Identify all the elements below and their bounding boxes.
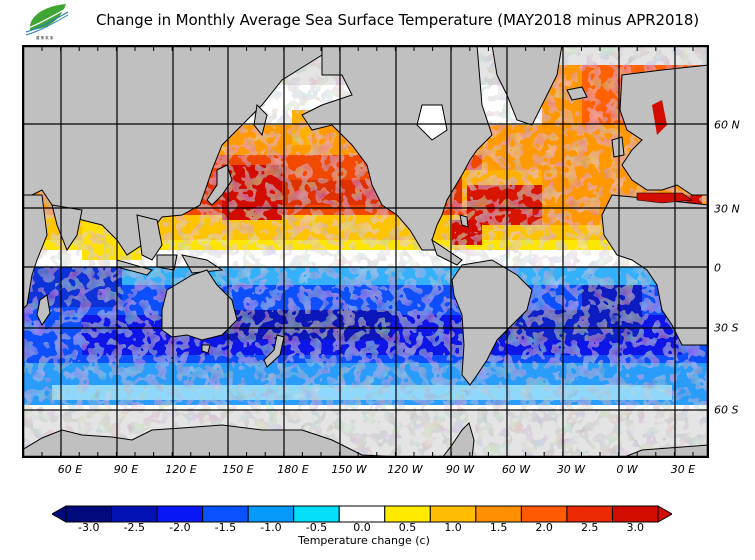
colorbar-swatch bbox=[338, 505, 386, 523]
colorbar-over-arrow bbox=[657, 505, 672, 523]
landmass-australia bbox=[161, 269, 238, 341]
colorbar-tick-label: -0.5 bbox=[305, 521, 328, 534]
leaf-logo-icon: 農 業 氣 象 bbox=[25, 4, 69, 40]
lon-label: 120 E bbox=[165, 463, 197, 476]
graticule bbox=[22, 45, 709, 458]
lon-label: 30 W bbox=[556, 463, 586, 476]
lat-label: 30 N bbox=[714, 202, 740, 216]
colorbar-title: Temperature change (c) bbox=[298, 534, 430, 547]
colorbar-under-arrow bbox=[52, 505, 67, 523]
colorbar-tick-label: 0.5 bbox=[398, 521, 417, 534]
lat-label: 30 S bbox=[714, 321, 739, 335]
landmass-india bbox=[51, 204, 83, 252]
landmass-madagascar bbox=[36, 294, 51, 326]
land bbox=[22, 45, 709, 458]
colorbar-tick-label: 1.0 bbox=[444, 521, 462, 534]
landmass-africa bbox=[601, 194, 709, 346]
colorbar-swatch bbox=[611, 505, 659, 523]
colorbar-tick-label: -3.0 bbox=[78, 521, 100, 534]
colorbar-swatch bbox=[475, 505, 522, 523]
landmass-greenland bbox=[491, 45, 563, 126]
colorbar-swatch bbox=[65, 505, 113, 523]
lon-label: 180 E bbox=[277, 463, 309, 476]
colorbar-tick-label: -2.5 bbox=[123, 521, 146, 534]
colorbar-tick-label: 0.0 bbox=[353, 521, 371, 534]
colorbar-swatch bbox=[247, 505, 295, 523]
colorbar-tick-label: 2.0 bbox=[535, 521, 553, 534]
lat-label: 60 S bbox=[714, 403, 739, 417]
lon-label: 60 E bbox=[57, 463, 83, 476]
lon-label: 0 W bbox=[616, 463, 638, 476]
chart-title: Change in Monthly Average Sea Surface Te… bbox=[96, 11, 700, 29]
colorbar bbox=[52, 505, 672, 523]
colorbar-tick-label: -1.0 bbox=[260, 521, 282, 534]
sst-map bbox=[22, 45, 709, 458]
colorbar-swatch bbox=[566, 505, 613, 523]
lon-label: 120 W bbox=[387, 463, 423, 476]
landmass-north-america bbox=[301, 45, 493, 251]
colorbar-swatch bbox=[384, 505, 431, 523]
colorbar-tick-label: 2.5 bbox=[580, 521, 599, 534]
lat-label: 60 N bbox=[714, 118, 740, 132]
landmass-europe bbox=[619, 64, 709, 196]
colorbar-swatch bbox=[520, 505, 568, 523]
lon-label: 150 W bbox=[331, 463, 367, 476]
lon-label: 60 W bbox=[501, 463, 531, 476]
lon-label: 30 E bbox=[670, 463, 696, 476]
colorbar-swatch bbox=[156, 505, 204, 523]
lon-label: 150 E bbox=[222, 463, 254, 476]
colorbar-swatch bbox=[111, 505, 158, 523]
landmass-south-america bbox=[451, 259, 533, 386]
colorbar-swatch bbox=[202, 505, 249, 523]
lat-label: 0 bbox=[714, 261, 721, 275]
logo-caption: 農 業 氣 象 bbox=[36, 35, 54, 40]
colorbar-tick-label: 3.0 bbox=[626, 521, 644, 534]
colorbar-tick-label: -2.0 bbox=[169, 521, 191, 534]
lon-label: 90 W bbox=[445, 463, 475, 476]
map-frame bbox=[22, 45, 709, 458]
colorbar-swatch bbox=[429, 505, 477, 523]
colorbar-tick-label: -1.5 bbox=[214, 521, 237, 534]
lon-label: 90 E bbox=[113, 463, 139, 476]
colorbar-swatch bbox=[293, 505, 340, 523]
colorbar-tick-label: 1.5 bbox=[489, 521, 508, 534]
